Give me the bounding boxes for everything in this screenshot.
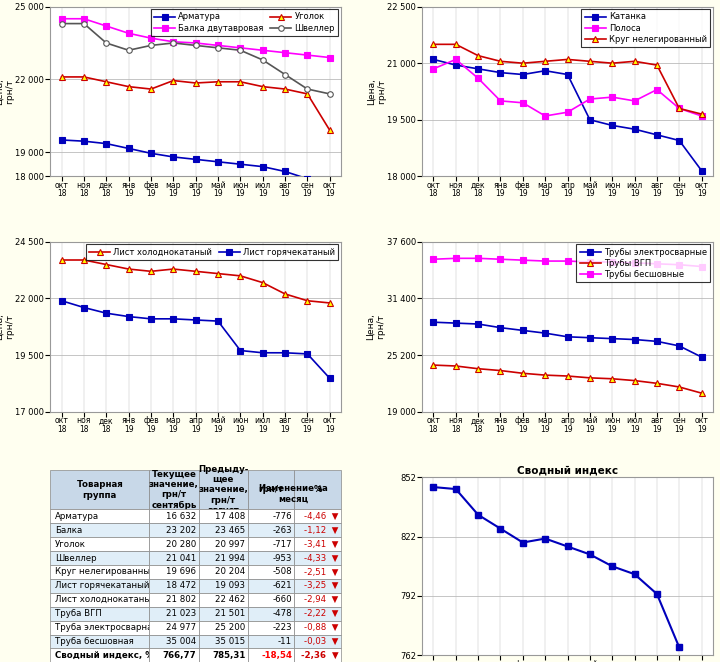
Y-axis label: Цена,
грн/т: Цена, грн/т: [0, 313, 14, 340]
Legend: Трубы электросварные, Трубы ВГП, Трубы бесшовные: Трубы электросварные, Трубы ВГП, Трубы б…: [576, 244, 711, 282]
Y-axis label: Цена,
грн/т: Цена, грн/т: [0, 78, 14, 105]
Y-axis label: Цена,
грн/т: Цена, грн/т: [366, 313, 385, 340]
Y-axis label: Цена,
грн/т: Цена, грн/т: [366, 78, 386, 105]
Legend: Лист холоднокатаный, Лист горячекатаный: Лист холоднокатаный, Лист горячекатаный: [86, 244, 338, 260]
Legend: Арматура, Балка двутавровая, Уголок, Швеллер: Арматура, Балка двутавровая, Уголок, Шве…: [151, 9, 338, 36]
Title: Сводный индекс: Сводный индекс: [517, 465, 618, 475]
Legend: Катанка, Полоса, Круг нелегированный: Катанка, Полоса, Круг нелегированный: [582, 9, 711, 47]
Text: Изменение за
месяц: Изменение за месяц: [258, 485, 328, 504]
